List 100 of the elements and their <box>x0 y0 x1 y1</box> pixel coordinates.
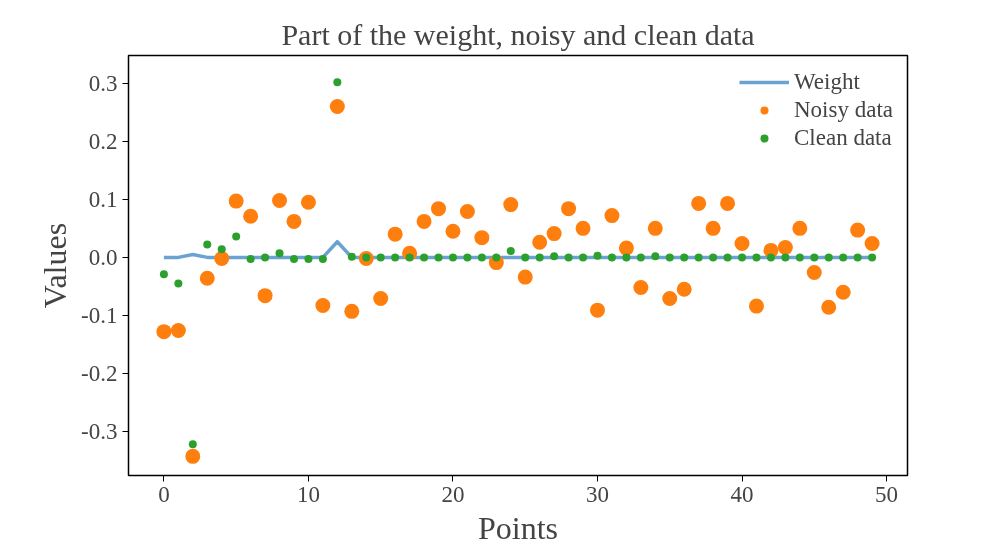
point <box>694 253 703 262</box>
point <box>333 78 342 87</box>
point <box>315 298 331 314</box>
point <box>662 291 678 307</box>
x-tick-label: 20 <box>441 481 465 507</box>
point <box>474 230 490 246</box>
point <box>156 324 172 340</box>
point <box>463 253 472 262</box>
x-tick-label: 0 <box>158 481 170 507</box>
point <box>850 222 866 238</box>
point <box>607 253 616 262</box>
point <box>232 232 241 241</box>
point <box>550 252 559 261</box>
x-tick-label: 10 <box>296 481 320 507</box>
point <box>734 235 750 251</box>
point <box>546 226 562 242</box>
point <box>373 291 389 307</box>
point <box>853 253 862 262</box>
point <box>416 213 432 229</box>
point <box>795 253 804 262</box>
point <box>286 213 302 229</box>
y-tick-label: 0.1 <box>88 186 118 212</box>
point <box>318 255 327 264</box>
point <box>246 255 255 264</box>
point <box>477 253 486 262</box>
point <box>420 253 429 262</box>
point <box>720 195 736 211</box>
point <box>434 253 443 262</box>
point <box>185 448 201 464</box>
point <box>188 440 197 449</box>
y-tick-label: -0.2 <box>81 360 118 386</box>
y-axis-title: Values <box>37 222 74 309</box>
point <box>203 240 212 249</box>
point <box>170 322 186 338</box>
point <box>821 299 837 315</box>
point <box>593 251 602 260</box>
y-tick-label: 0.0 <box>88 244 118 270</box>
point <box>810 253 819 262</box>
point <box>532 234 548 250</box>
point <box>174 279 183 288</box>
point <box>868 253 877 262</box>
point <box>618 240 634 256</box>
legend-label: Noisy data <box>793 97 893 123</box>
point <box>304 255 313 264</box>
legend-label: Weight <box>793 69 860 95</box>
point <box>535 253 544 262</box>
point <box>387 226 403 242</box>
point <box>214 251 230 267</box>
point <box>835 284 851 300</box>
point <box>705 220 721 236</box>
point <box>752 253 761 262</box>
point <box>680 253 689 262</box>
point <box>347 252 356 261</box>
point <box>636 253 645 262</box>
point <box>376 253 385 262</box>
point <box>604 208 620 224</box>
point <box>431 201 447 217</box>
point <box>243 208 259 224</box>
point <box>651 252 660 261</box>
point <box>445 223 461 239</box>
point <box>633 280 649 296</box>
point <box>792 220 808 236</box>
y-tick-label: -0.1 <box>81 302 118 328</box>
x-axis-title: Points <box>477 509 559 546</box>
point <box>564 253 573 262</box>
point <box>228 193 244 209</box>
point <box>777 240 793 255</box>
point <box>503 197 519 213</box>
point <box>665 253 674 262</box>
point <box>289 255 298 264</box>
x-tick-label: 40 <box>730 481 754 507</box>
point <box>561 201 577 217</box>
point <box>579 253 588 262</box>
y-tick-label: 0.2 <box>88 128 118 154</box>
point <box>300 194 316 210</box>
point <box>275 249 284 258</box>
point <box>506 247 515 255</box>
point <box>691 195 707 211</box>
point <box>448 253 457 262</box>
point <box>738 253 747 262</box>
point <box>709 253 718 262</box>
point <box>806 264 822 280</box>
point <box>272 193 288 209</box>
x-tick-label: 30 <box>585 481 609 507</box>
point <box>391 253 400 262</box>
point <box>864 235 880 251</box>
point <box>517 269 533 285</box>
point <box>647 220 663 236</box>
point <box>257 288 273 304</box>
chart-title: Part of the weight, noisy and clean data <box>281 17 755 51</box>
point <box>839 253 848 262</box>
point <box>575 220 591 236</box>
point <box>748 298 764 314</box>
point <box>676 281 692 297</box>
point <box>199 270 215 286</box>
point <box>781 253 790 262</box>
point <box>521 253 530 262</box>
point <box>459 204 475 220</box>
point <box>329 99 345 115</box>
y-tick-label: -0.3 <box>81 418 118 444</box>
